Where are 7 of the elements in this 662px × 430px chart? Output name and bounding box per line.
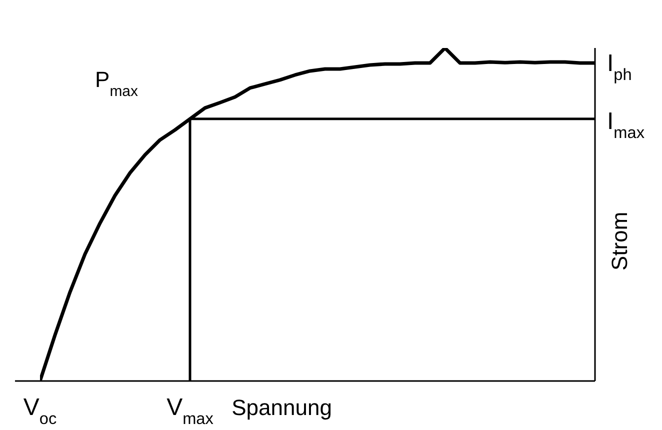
x-tick-label: V$_{max}$ — [166, 394, 214, 428]
text: I$_{ph}$ — [607, 50, 632, 84]
annotation: P$_{max}$ — [95, 66, 138, 100]
ref-line-label: I$_{max}$ — [607, 108, 644, 142]
x-tick-label: V$_{oc}$ — [23, 394, 57, 428]
y-axis-title: Strom — [607, 212, 632, 270]
x-axis-title: Spannung — [232, 395, 332, 420]
